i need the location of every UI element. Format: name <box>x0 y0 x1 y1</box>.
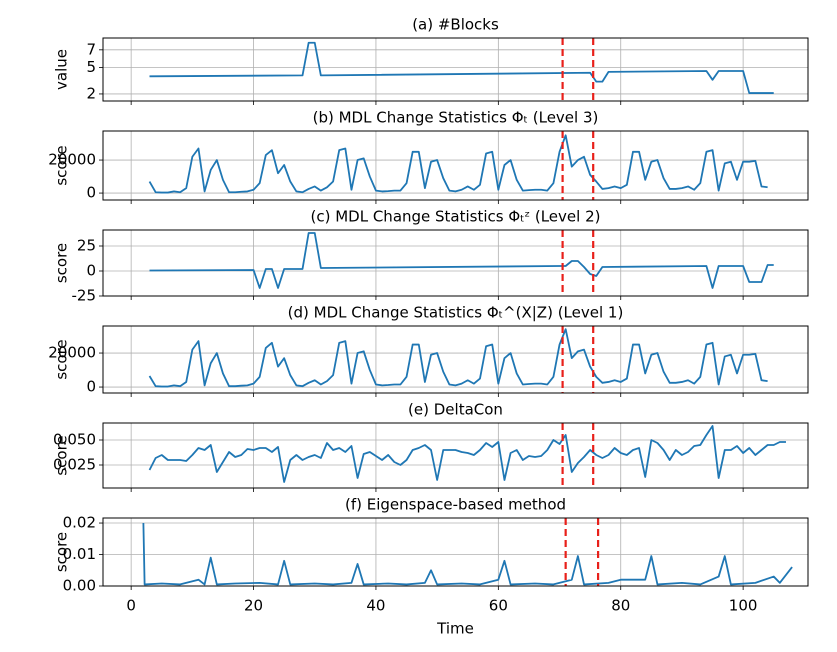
chart-title: (d) MDL Change Statistics Φₜ^(X|Z) (Leve… <box>288 304 624 322</box>
chart-title: (a) #Blocks <box>412 16 499 34</box>
y-tick-label: 0 <box>86 378 96 396</box>
y-axis-label: value <box>53 49 71 90</box>
y-axis-label: score <box>53 435 71 475</box>
axes-frame <box>102 130 809 201</box>
y-tick-label: 0.01 <box>63 545 96 563</box>
data-line <box>149 41 774 94</box>
y-tick-label: 0.02 <box>63 514 96 532</box>
axes-frame <box>102 229 809 297</box>
axes-frame <box>102 325 809 394</box>
y-axis-label: score <box>53 243 71 283</box>
y-tick-label: -25 <box>72 287 97 305</box>
chart-title: (c) MDL Change Statistics Φₜᶻ (Level 2) <box>311 208 601 226</box>
y-axis-label: score <box>53 145 71 185</box>
chart-title: (e) DeltaCon <box>408 401 503 419</box>
y-axis-label: score <box>53 532 71 572</box>
y-axis-label: score <box>53 339 71 379</box>
x-tick-label: 40 <box>366 597 385 615</box>
data-line <box>148 425 786 483</box>
x-tick-label: 100 <box>729 597 758 615</box>
x-tick-label: 60 <box>489 597 508 615</box>
y-tick-label: 7 <box>86 40 96 58</box>
axes-frame <box>102 422 809 489</box>
chart-title: (f) Eigenspace-based method <box>345 496 566 514</box>
y-tick-label: 5 <box>86 58 96 76</box>
y-tick-label: 20000 <box>48 344 96 362</box>
y-tick-label: 0.025 <box>53 456 96 474</box>
data-line <box>148 328 768 388</box>
y-tick-label: 2 <box>86 84 96 102</box>
y-tick-label: 0.00 <box>63 577 96 595</box>
y-tick-label: 20000 <box>48 151 96 169</box>
y-tick-label: 25 <box>77 237 96 255</box>
y-tick-label: 0 <box>86 262 96 280</box>
x-tick-label: 20 <box>244 597 263 615</box>
x-axis-label: Time <box>436 620 474 638</box>
chart-title: (b) MDL Change Statistics Φₜ (Level 3) <box>313 109 599 127</box>
x-tick-label: 0 <box>126 597 136 615</box>
y-tick-label: 0 <box>86 184 96 202</box>
data-line <box>149 232 774 289</box>
x-tick-label: 80 <box>611 597 630 615</box>
data-line <box>142 523 793 586</box>
y-tick-label: 0.050 <box>53 431 96 449</box>
data-line <box>148 134 768 194</box>
axes-frame <box>102 37 809 102</box>
axes-frame <box>102 517 809 587</box>
